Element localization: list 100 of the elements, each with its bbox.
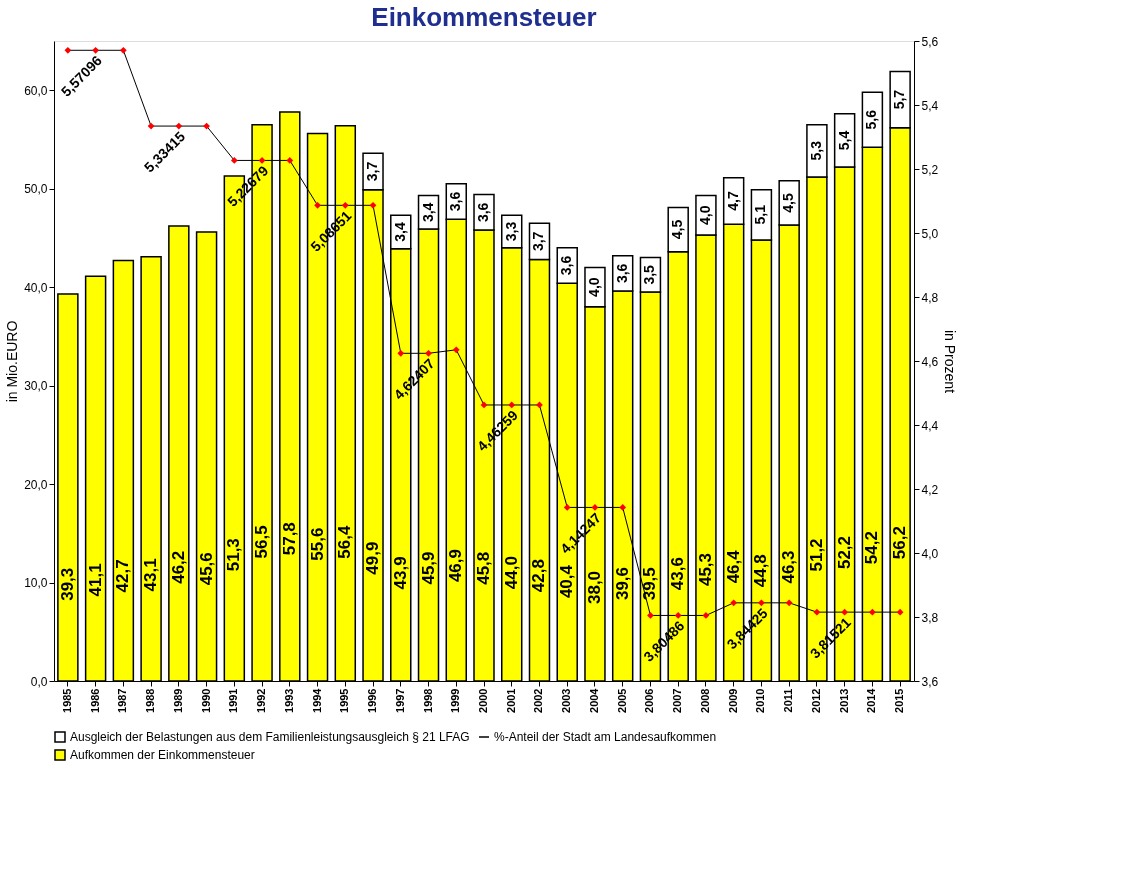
data-label: 42,8 [529,559,549,593]
data-label: 3,3 [502,221,519,242]
point [147,122,155,130]
data-label: 5,1 [752,204,769,225]
x-tick-label: 1994 [310,687,323,713]
x-tick-label: 2005 [615,688,628,713]
x-tick-label: 2011 [782,688,795,713]
y2-tick-label: 5,6 [921,34,939,49]
x-tick-label: 2002 [532,688,545,713]
data-label: 45,9 [418,551,438,585]
point [425,349,432,357]
legend-label: Aufkommen der Einkommensteuer [70,748,255,762]
data-label: 3,4 [391,222,408,242]
point [647,612,654,619]
y2-tick-label: 5,2 [921,162,939,177]
x-tick-label: 1999 [449,688,462,713]
data-label: 46,4 [723,549,743,584]
x-tick-label: 2014 [865,687,878,713]
data-label: 4,5 [780,193,797,213]
point [508,401,516,409]
point [92,46,99,54]
x-tick-label: 2003 [560,688,573,713]
x-tick-label: 2009 [726,688,739,713]
point [64,46,72,54]
point [785,599,793,607]
data-label: 3,6 [475,202,491,223]
x-tick-label: 2007 [671,688,684,713]
data-label: 51,3 [224,538,244,572]
y2-tick-label: 4,8 [921,290,939,305]
data-label: 3,4 [419,202,436,223]
data-label: 44,8 [751,554,771,588]
data-label: 51,2 [806,538,826,572]
y-tick-label: 60,0 [24,83,48,98]
data-label: 4,0 [696,205,713,226]
x-tick-label: 1990 [199,688,212,713]
x-tick-label: 1987 [116,688,129,713]
data-label: 43,9 [390,556,410,590]
x-tick-label: 1996 [366,688,379,713]
data-label: 46,2 [168,550,188,584]
point [230,157,238,164]
data-label: 39,6 [612,566,632,601]
point [563,504,571,511]
point [175,122,183,130]
y2-axis-title: in Prozent [942,329,959,394]
x-tick-label: 2001 [504,688,517,713]
data-label: 43,6 [668,557,688,591]
data-label: 38,0 [584,570,604,605]
data-label: 49,9 [363,541,383,575]
x-tick-label: 2015 [893,688,906,713]
y2-tick-label: 5,0 [921,226,939,241]
x-tick-label: 2008 [698,688,711,713]
point [674,612,682,619]
x-tick-label: 2013 [837,688,850,713]
y-tick-label: 50,0 [24,182,48,197]
point [314,201,321,209]
data-label: 52,2 [834,535,854,570]
point [730,599,738,607]
data-label: 45,8 [474,551,493,585]
x-tick-label: 1993 [282,688,295,713]
y-tick-label: 30,0 [24,379,48,394]
data-label: 5,7 [891,89,908,110]
data-label: 54,2 [862,531,882,565]
x-tick-label: 1986 [88,688,101,713]
data-label: 55,6 [307,527,327,561]
point [286,157,294,164]
data-label: 56,5 [252,525,272,559]
data-label: 43,1 [141,558,161,592]
legend-label: %-Anteil der Stadt am Landesaufkommen [494,730,717,744]
data-label: 5,3 [807,140,824,161]
x-tick-label: 2012 [809,688,822,713]
data-label: 5,6 [863,109,880,130]
x-tick-label: 2006 [643,688,656,713]
point [480,401,488,409]
x-tick-label: 2004 [587,687,600,713]
y-tick-label: 0,0 [30,674,48,689]
point [341,201,349,209]
y2-tick-label: 4,2 [921,482,939,497]
data-label: 3,6 [447,191,464,212]
data-label: 4,0 [585,277,602,297]
data-label: 56,2 [890,526,910,560]
point [369,201,377,209]
x-tick-label: 1992 [255,688,268,713]
data-label: 46,3 [779,550,799,584]
data-label: 40,4 [557,564,577,599]
data-label: 39,5 [640,567,660,601]
data-label: 3,7 [530,231,547,252]
point [120,46,127,54]
data-label: 42,7 [113,559,133,593]
x-tick-label: 1989 [171,688,184,713]
data-label: 4,5 [669,219,686,240]
x-tick-label: 1988 [144,688,157,713]
y2-tick-label: 3,6 [921,674,939,689]
y2-tick-label: 5,4 [921,98,939,113]
y2-tick-label: 3,8 [921,610,939,625]
data-label: 3,5 [641,264,658,285]
point [896,608,904,616]
point [452,346,460,354]
y-tick-label: 40,0 [24,280,48,295]
x-tick-label: 1997 [393,688,406,713]
data-label: 45,6 [196,552,216,586]
